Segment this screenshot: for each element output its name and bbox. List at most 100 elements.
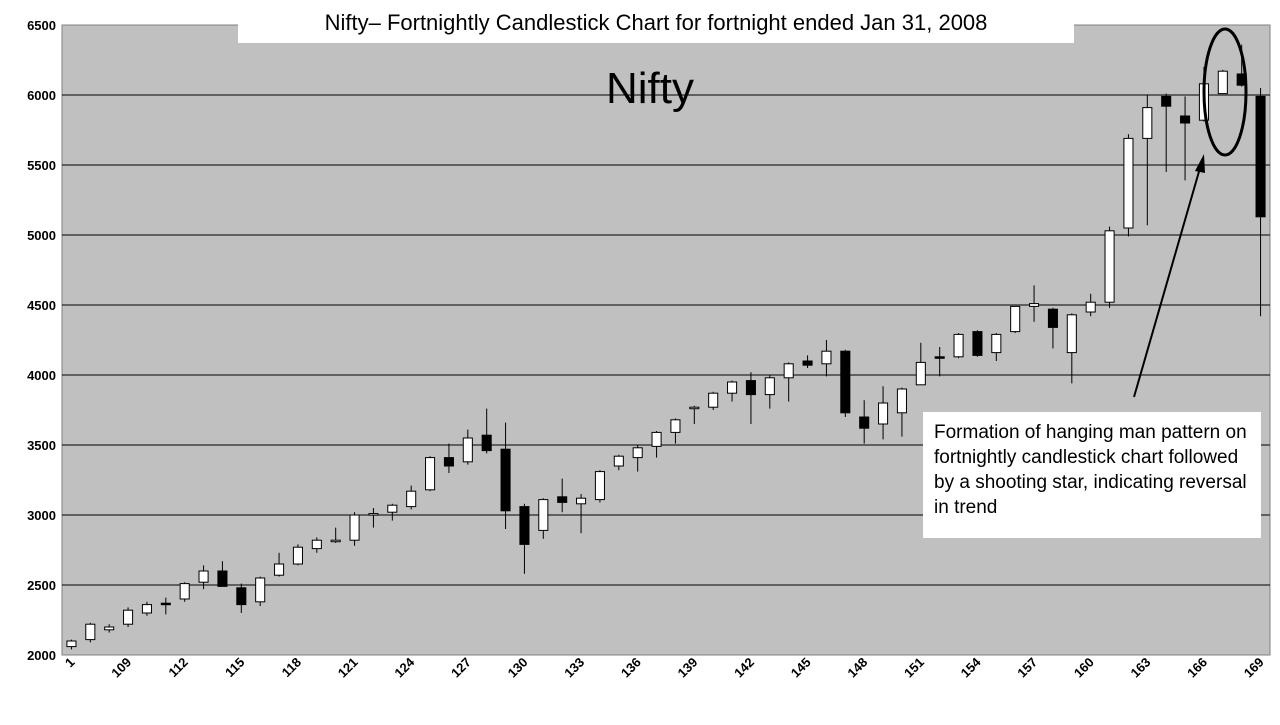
y-tick-label: 3500 xyxy=(27,438,56,453)
x-tick-label: 118 xyxy=(279,655,304,680)
x-tick-label: 109 xyxy=(108,655,134,681)
y-tick-label: 4500 xyxy=(27,298,56,313)
candle xyxy=(878,386,889,440)
candle xyxy=(274,552,285,577)
candle-body-up xyxy=(727,381,738,394)
x-tick-label: 130 xyxy=(505,655,531,681)
candle-body-up xyxy=(425,457,436,491)
candle-body-up xyxy=(613,455,624,467)
x-tick-label: 1 xyxy=(62,655,78,671)
series-label: Nifty xyxy=(606,64,694,113)
x-tick-label: 115 xyxy=(222,655,247,680)
candle-body-up xyxy=(1217,70,1228,95)
candle-body-up xyxy=(123,609,134,625)
candle-body-down xyxy=(557,496,568,503)
y-tick-label: 3000 xyxy=(27,508,56,523)
x-tick-label: 139 xyxy=(674,655,700,681)
candle xyxy=(764,375,775,409)
candle-body-up xyxy=(1010,305,1021,333)
candle-body-down xyxy=(160,602,171,606)
x-tick-label: 145 xyxy=(788,655,814,681)
candle-body-up xyxy=(878,402,889,425)
candle xyxy=(1085,293,1096,317)
candle-body-down xyxy=(1180,115,1191,124)
candle-body-down xyxy=(481,434,492,452)
candle xyxy=(387,503,398,521)
candle-body-up xyxy=(915,361,926,386)
plot-area xyxy=(61,24,1271,656)
x-tick-label: 154 xyxy=(958,654,984,680)
candle-body-up xyxy=(1066,314,1077,354)
candle xyxy=(179,582,190,602)
candle-body-down xyxy=(802,360,813,366)
candle xyxy=(802,355,813,368)
x-tick-label: 148 xyxy=(844,655,870,681)
candle-body-up xyxy=(708,392,719,408)
candle xyxy=(896,387,907,437)
candle xyxy=(1066,313,1077,384)
candle xyxy=(1029,285,1040,322)
candle-body-up xyxy=(349,514,360,541)
candle xyxy=(727,380,738,402)
candle-body-up xyxy=(311,539,322,550)
x-tick-label: 169 xyxy=(1241,655,1267,681)
x-tick-label: 151 xyxy=(901,655,927,681)
candle-body-down xyxy=(1047,308,1058,328)
candle-body-up xyxy=(594,471,605,501)
candle xyxy=(972,330,983,357)
candle xyxy=(1142,95,1153,226)
candle xyxy=(1047,307,1058,349)
candle-body-up xyxy=(764,377,775,396)
title-box xyxy=(238,4,1074,43)
candle-body-down xyxy=(972,331,983,356)
candle-body-up xyxy=(85,623,96,641)
candle xyxy=(500,422,511,529)
candle xyxy=(368,508,379,528)
candle xyxy=(217,561,228,587)
candle-body-up xyxy=(689,406,700,410)
candle-body-down xyxy=(217,570,228,587)
candle xyxy=(443,443,454,473)
candle xyxy=(1104,226,1115,308)
candle xyxy=(425,456,436,492)
y-tick-label: 2000 xyxy=(27,648,56,663)
candle xyxy=(255,576,266,606)
candle xyxy=(991,333,1002,361)
candle-body-down xyxy=(500,448,511,512)
candle xyxy=(1161,93,1172,172)
candle xyxy=(406,485,417,510)
highlight-ellipse xyxy=(1202,27,1248,157)
candle-body-up xyxy=(406,490,417,508)
candle-body-up xyxy=(1104,230,1115,303)
candle-body-up xyxy=(255,577,266,603)
candle-body-up xyxy=(538,499,549,531)
candle xyxy=(915,342,926,386)
candle-body-up xyxy=(368,513,379,516)
y-tick-label: 4000 xyxy=(27,368,56,383)
candle xyxy=(481,408,492,454)
candle xyxy=(1217,69,1228,95)
candle xyxy=(953,333,964,359)
gridlines xyxy=(62,94,1270,586)
candle xyxy=(85,622,96,643)
candle xyxy=(840,349,851,417)
x-axis-ticks: 1 109 112 115 118 121 124 127 130 133 136 139 142 145… xyxy=(62,654,1267,680)
chart-title: Nifty– Fortnightly Candlestick Chart for… xyxy=(325,10,988,35)
candle-body-down xyxy=(1255,95,1266,218)
candle xyxy=(1255,88,1266,317)
candle xyxy=(292,544,303,566)
candle-body-down xyxy=(519,506,530,545)
candle-body-down xyxy=(934,356,945,359)
candle xyxy=(104,624,115,633)
annotation-arrow xyxy=(1133,167,1201,398)
x-tick-label: 133 xyxy=(561,655,587,681)
candle-body-up xyxy=(991,333,1002,354)
x-tick-label: 157 xyxy=(1014,655,1040,681)
candle-body-up xyxy=(1123,137,1134,229)
candle-body-up xyxy=(66,640,77,648)
y-tick-label: 6500 xyxy=(27,18,56,33)
candle xyxy=(632,445,643,472)
candle xyxy=(66,639,77,650)
